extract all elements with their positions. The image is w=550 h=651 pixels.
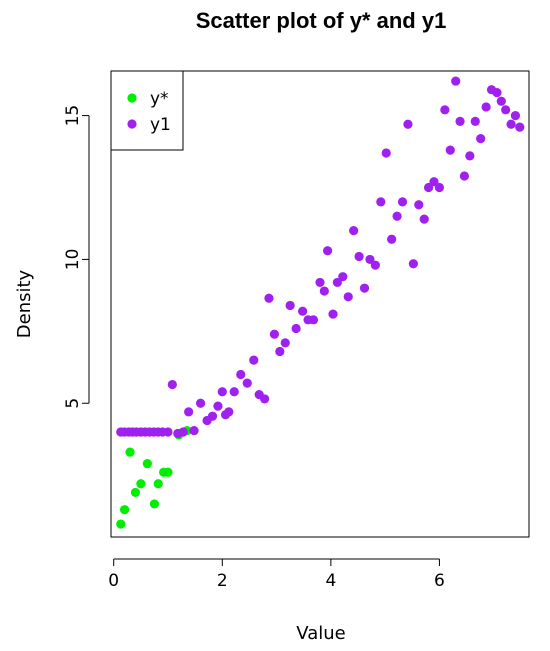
legend-box <box>110 70 184 151</box>
data-point <box>319 286 329 296</box>
data-point <box>496 96 506 106</box>
data-point <box>130 487 141 498</box>
y-axis-label: Density <box>14 269 35 338</box>
data-point <box>429 177 439 187</box>
data-point <box>195 398 206 408</box>
data-point <box>242 378 252 388</box>
data-point <box>264 293 274 303</box>
data-point <box>434 182 445 193</box>
y-tick-label: 15 <box>63 105 83 127</box>
data-point <box>387 234 397 244</box>
data-point <box>125 447 135 457</box>
data-point <box>213 401 223 411</box>
x-tick-label: 0 <box>108 571 119 591</box>
data-point <box>249 355 259 365</box>
x-axis-label: Value <box>296 623 345 644</box>
data-point <box>423 182 434 193</box>
data-point <box>419 214 429 224</box>
data-point <box>506 119 516 129</box>
data-point <box>365 254 375 265</box>
chart-title: Scatter plot of y* and y1 <box>196 8 447 33</box>
data-point <box>349 226 359 236</box>
data-point <box>332 277 342 288</box>
data-point <box>269 329 279 339</box>
data-point <box>338 272 348 282</box>
data-point <box>308 315 319 325</box>
data-point <box>315 277 325 288</box>
data-point <box>229 387 239 397</box>
data-point <box>119 505 130 515</box>
x-axis: 0 2 4 6 <box>108 558 445 591</box>
data-point <box>408 259 418 269</box>
x-tick-label: 4 <box>325 571 336 591</box>
data-point <box>470 116 480 126</box>
data-point <box>455 116 465 126</box>
data-point <box>236 369 246 380</box>
data-point <box>440 105 450 115</box>
data-point <box>116 519 126 529</box>
data-point <box>397 197 408 207</box>
data-point <box>501 105 511 115</box>
data-point <box>291 323 301 334</box>
data-point <box>184 407 194 417</box>
legend-label-y-star: y* <box>150 89 169 109</box>
data-point <box>359 283 370 293</box>
data-point <box>510 110 521 121</box>
data-point <box>376 197 386 207</box>
data-point <box>167 379 177 390</box>
data-point <box>323 246 333 256</box>
data-point <box>451 76 461 86</box>
data-point <box>298 306 308 316</box>
data-point <box>136 479 146 489</box>
data-point <box>414 200 424 210</box>
data-point <box>403 119 413 129</box>
data-point <box>163 467 173 477</box>
data-point <box>492 87 502 98</box>
plot-area-frame <box>110 70 530 538</box>
data-point <box>515 122 525 132</box>
data-point <box>178 427 188 437</box>
data-point <box>163 427 173 437</box>
data-point <box>381 148 391 158</box>
series-y1 <box>116 76 525 439</box>
data-point <box>224 407 234 417</box>
data-point <box>217 387 227 397</box>
data-point <box>465 151 475 161</box>
data-point <box>280 338 290 348</box>
data-point <box>328 309 338 319</box>
data-point <box>343 292 353 302</box>
legend-marker-y-star <box>127 93 137 103</box>
data-point <box>445 145 455 155</box>
data-points <box>116 76 525 529</box>
x-tick-label: 2 <box>217 571 228 591</box>
series-y-star <box>116 425 192 529</box>
data-point <box>285 300 295 311</box>
data-point <box>189 425 199 436</box>
data-point <box>481 102 491 112</box>
data-point <box>275 346 285 357</box>
data-point <box>354 251 364 262</box>
y-tick-label: 10 <box>63 249 83 271</box>
x-tick-label: 6 <box>434 571 445 591</box>
data-point <box>392 211 402 221</box>
legend: y* y1 <box>110 70 184 151</box>
data-point <box>476 133 486 144</box>
legend-marker-y1 <box>127 119 137 129</box>
data-point <box>142 459 152 469</box>
y-axis: 5 10 15 <box>63 105 90 409</box>
data-point <box>370 260 380 270</box>
data-point <box>149 499 160 509</box>
legend-label-y1: y1 <box>150 115 171 135</box>
data-point <box>153 479 163 489</box>
data-point <box>207 411 218 421</box>
y-tick-label: 5 <box>63 398 83 409</box>
data-point <box>260 394 270 404</box>
data-point <box>459 171 469 181</box>
